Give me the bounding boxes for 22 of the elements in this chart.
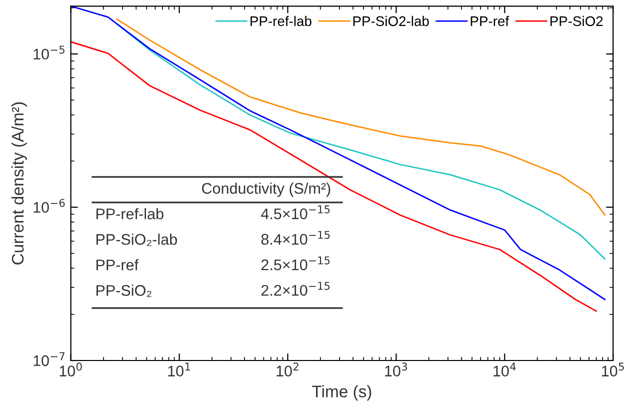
annotation: 4.5×10$^{−15}$ [261,205,330,220]
annotation: Conductivity (S/m²) [202,182,330,197]
annotation: PP-SiO₂-lab [96,234,177,246]
legend-label: PP-SiO2 [550,16,603,26]
annotation: 2.5×10$^{−15}$ [261,256,330,270]
y-axis-title: Current density (A/m²) [11,102,27,264]
x-axis-title: Time (s) [312,385,372,401]
y-tick-label: 10$^{−6}$ [34,198,65,213]
legend-label: PP-ref-lab [250,16,312,26]
x-tick-label: 10$^{5}$ [602,362,624,376]
x-tick-label: 10$^{2}$ [276,362,298,376]
x-tick-label: 10$^{3}$ [385,362,408,376]
x-tick-label: 10$^{1}$ [168,362,190,376]
x-tick-label: 10$^{4}$ [494,362,516,376]
annotation: PP-SiO₂ [96,284,152,298]
annotation: PP-ref [96,259,139,270]
annotation: 2.2×10$^{−15}$ [261,282,330,296]
y-tick-label: 10$^{−5}$ [34,46,64,60]
annotation: PP-ref-lab [96,208,164,220]
annotation: 8.4×10$^{−15}$ [261,230,330,245]
legend-label: PP-ref [470,16,510,26]
legend-label: PP-SiO2-lab [353,16,429,26]
